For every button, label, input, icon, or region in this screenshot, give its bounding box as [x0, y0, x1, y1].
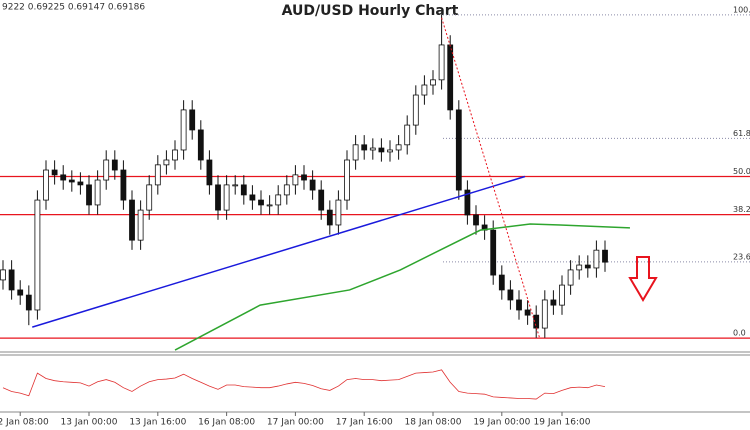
candle-body	[301, 174, 307, 181]
candle-body	[258, 199, 264, 206]
candle-body	[189, 109, 196, 131]
candle-body	[464, 189, 471, 216]
candle-body	[490, 229, 497, 276]
candle-body	[240, 184, 247, 196]
x-tick-label: 12 Jan 08:00	[0, 418, 49, 428]
candle-body	[129, 199, 135, 241]
candle-body	[344, 159, 350, 201]
candle-body	[0, 269, 6, 281]
candle-body	[584, 264, 591, 269]
rsi-line	[2, 369, 606, 400]
fib-level-label: 38.2	[733, 205, 750, 214]
x-tick-label: 17 Jan 00:00	[267, 418, 324, 428]
candle-body	[197, 129, 204, 161]
indicator-line	[174, 223, 630, 351]
candle-body	[430, 79, 436, 86]
candle-body	[576, 264, 583, 271]
x-tick-label: 17 Jan 16:00	[336, 418, 393, 428]
x-tick-label: 16 Jan 08:00	[198, 418, 255, 428]
candle-body	[516, 299, 522, 311]
candle-body	[8, 269, 15, 291]
candle-body	[559, 284, 565, 306]
candle-body	[421, 84, 428, 96]
candle-body	[25, 294, 32, 311]
candle-body	[361, 144, 368, 151]
candle-body	[352, 144, 359, 161]
candle-body	[326, 209, 333, 226]
candle-body	[223, 184, 230, 211]
candle-body	[602, 249, 608, 263]
candle-body	[541, 299, 548, 329]
candle-body	[335, 199, 342, 226]
candle-body	[146, 184, 153, 211]
fib-level-label: 100.0	[733, 5, 750, 14]
x-tick-label: 19 Jan 00:00	[473, 418, 530, 428]
x-tick-label: 19 Jan 16:00	[534, 418, 591, 428]
fib-level-label: 0.0	[733, 329, 746, 338]
candle-body	[292, 174, 299, 186]
candle-body	[567, 269, 574, 286]
candle-body	[266, 204, 273, 207]
candle-body	[447, 44, 454, 111]
fib-level-label: 23.6	[733, 252, 750, 261]
candle-body	[395, 144, 402, 151]
candle-body	[550, 299, 557, 306]
candle-body	[507, 289, 514, 301]
candle-body	[206, 159, 213, 186]
candle-body	[17, 289, 24, 296]
x-tick-label: 13 Jan 16:00	[129, 418, 186, 428]
candle-body	[94, 179, 101, 206]
candle-body	[404, 124, 411, 146]
candle-body	[309, 179, 316, 191]
candle-body	[51, 169, 58, 176]
candle-body	[68, 179, 75, 183]
candle-body	[318, 189, 325, 211]
chart-title: AUD/USD Hourly Chart	[282, 3, 459, 19]
candle-body	[154, 164, 161, 186]
down-arrow	[628, 256, 658, 302]
candle-body	[137, 209, 144, 241]
header-text: 9222 0.69225 0.69147 0.69186	[2, 3, 145, 13]
candle-body	[180, 109, 187, 151]
candle-body	[163, 159, 170, 166]
candle-body	[275, 194, 282, 206]
candle-body	[378, 147, 385, 153]
candle-body	[43, 169, 49, 201]
candle-body	[172, 149, 178, 161]
fib-level-label: 50.0	[733, 167, 750, 176]
candle-body	[473, 214, 479, 226]
candle-body	[86, 184, 92, 206]
indicator-line	[32, 175, 526, 328]
x-tick-label: 18 Jan 08:00	[405, 418, 462, 428]
candle-body	[34, 199, 41, 311]
candle-body	[60, 174, 67, 181]
candle-body	[103, 159, 110, 181]
candle-body	[77, 181, 84, 186]
candle-body	[387, 149, 393, 153]
candle-body	[369, 147, 376, 151]
candle-body	[498, 274, 505, 291]
candle-body	[412, 94, 419, 126]
candle-body	[438, 44, 445, 81]
candle-body	[249, 194, 256, 201]
candle-body	[524, 309, 531, 316]
candle-body	[455, 109, 462, 191]
x-tick-label: 13 Jan 00:00	[61, 418, 118, 428]
candle-body	[215, 184, 221, 211]
candle-body	[283, 184, 290, 196]
candle-body	[593, 249, 600, 269]
candle-body	[111, 159, 118, 171]
fib-level-label: 61.8	[733, 129, 750, 138]
candle-body	[120, 169, 127, 201]
candle-body	[232, 184, 239, 187]
